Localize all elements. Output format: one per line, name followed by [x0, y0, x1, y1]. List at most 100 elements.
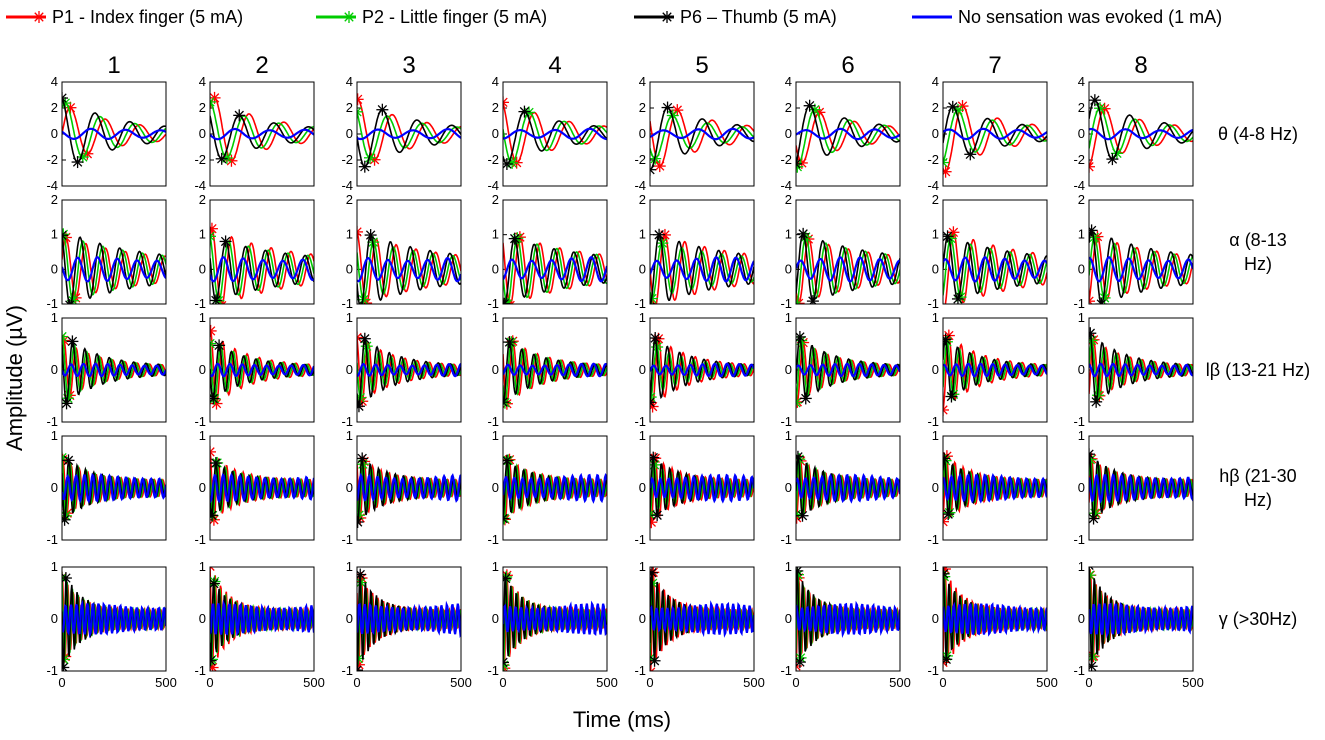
x-tick-label: 500	[596, 675, 618, 690]
y-tick-label: 2	[199, 100, 206, 115]
panel-frame	[356, 199, 462, 305]
panel-frame	[795, 435, 901, 541]
series-line-4	[796, 472, 900, 504]
series-line-1	[796, 340, 900, 404]
panel-r1-c8: 4 2 0 -2 -4	[1073, 74, 1194, 193]
y-tick-label: 0	[346, 362, 353, 377]
series-line-4	[943, 127, 1047, 141]
legend-item-2: P2 - Little finger (5 mA)	[316, 7, 547, 27]
series-group	[943, 329, 1047, 416]
series-line-4	[1089, 256, 1193, 283]
trough-marker-1	[943, 403, 949, 416]
x-tick-label: 500	[155, 675, 177, 690]
panel-r5-c2: 10-10 500	[194, 559, 324, 690]
peak-marker-2	[210, 95, 216, 108]
panel-frame	[942, 317, 1048, 423]
peak-marker-2	[357, 105, 363, 118]
peak-marker-3	[661, 101, 674, 114]
peak-marker-3	[1089, 567, 1094, 572]
series-group	[503, 231, 607, 304]
panel-r5-c3: 10-10 500	[341, 559, 471, 690]
series-line-1	[210, 329, 314, 406]
y-tick-label: 0	[639, 480, 646, 495]
trough-marker-2	[796, 396, 802, 409]
series-line-1	[503, 102, 607, 164]
y-tick-label: 1	[785, 310, 792, 325]
panel-r4-c4: 1 0 -1	[487, 428, 608, 547]
series-line-2	[62, 336, 166, 399]
y-tick-label: 1	[932, 559, 939, 574]
series-group	[1089, 94, 1193, 173]
panel-r1-c6: 4 2 0 -2 -4	[780, 74, 901, 193]
y-tick-label: -4	[1073, 178, 1085, 193]
y-tick-label: 0	[1078, 362, 1085, 377]
y-tick-label: 1	[639, 227, 646, 242]
y-tick-label: 1	[785, 428, 792, 443]
y-tick-label: 0	[785, 480, 792, 495]
series-line-3	[357, 108, 461, 168]
series-line-4	[943, 472, 1047, 504]
x-tick-label: 500	[743, 675, 765, 690]
x-tick-label: 0	[792, 675, 799, 690]
y-tick-label: 0	[199, 611, 206, 626]
trough-marker-3	[503, 512, 509, 525]
panel-r2-c7: 2 1 0 -1	[927, 192, 1048, 311]
y-tick-label: 2	[1078, 192, 1085, 207]
trough-marker-1	[653, 160, 666, 173]
series-line-4	[210, 599, 314, 637]
column-title-2: 2	[255, 52, 268, 79]
y-tick-label: -4	[341, 178, 353, 193]
y-tick-label: -1	[194, 532, 206, 547]
y-tick-label: 1	[785, 559, 792, 574]
peak-marker-3	[376, 103, 389, 116]
trough-marker-2	[364, 151, 376, 164]
y-tick-label: 0	[199, 126, 206, 141]
panel-r2-c8: 2 1 0 -1	[1073, 192, 1194, 311]
series-line-4	[210, 256, 314, 283]
series-group	[503, 569, 607, 671]
series-group	[796, 330, 900, 409]
peak-marker-3	[1089, 327, 1097, 340]
series-line-4	[650, 362, 754, 378]
panel-frame	[61, 566, 167, 672]
series-line-4	[1089, 362, 1193, 378]
series-group	[943, 100, 1047, 178]
y-tick-label: -2	[780, 152, 792, 167]
panel-frame	[61, 199, 167, 305]
y-tick-label: 4	[639, 74, 646, 89]
peak-marker-2	[210, 230, 216, 243]
y-tick-label: 1	[932, 227, 939, 242]
y-tick-label: 2	[1078, 100, 1085, 115]
panel-r3-c4: 1 0 -1	[487, 310, 608, 429]
y-tick-label: 4	[492, 74, 499, 89]
peak-marker-3	[518, 105, 531, 118]
panel-r5-c4: 10-10 500	[487, 559, 617, 690]
trough-marker-3	[945, 390, 958, 403]
y-tick-label: 0	[785, 126, 792, 141]
series-line-4	[62, 127, 166, 140]
series-group	[650, 332, 754, 413]
y-tick-label: 0	[932, 126, 939, 141]
x-tick-label: 500	[1182, 675, 1204, 690]
y-tick-label: 0	[346, 611, 353, 626]
peak-marker-3	[796, 330, 806, 343]
y-tick-label: 0	[51, 362, 58, 377]
panel-r4-c6: 1 0 -1	[780, 428, 901, 547]
y-tick-label: 0	[346, 261, 353, 276]
peak-marker-3	[503, 336, 516, 349]
y-tick-label: -1	[634, 532, 646, 547]
y-tick-label: 0	[492, 126, 499, 141]
legend-item-4: No sensation was evoked (1 mA)	[912, 7, 1222, 27]
y-tick-label: 0	[346, 480, 353, 495]
trough-marker-1	[1089, 160, 1095, 173]
series-group	[650, 101, 754, 176]
y-tick-label: -2	[487, 152, 499, 167]
y-tick-label: 0	[1078, 261, 1085, 276]
panel-frame	[61, 435, 167, 541]
trough-marker-3	[65, 299, 75, 304]
y-tick-label: 2	[51, 100, 58, 115]
panel-frame	[209, 435, 315, 541]
series-line-2	[357, 111, 461, 159]
y-tick-label: 1	[639, 559, 646, 574]
y-tick-label: 2	[932, 192, 939, 207]
